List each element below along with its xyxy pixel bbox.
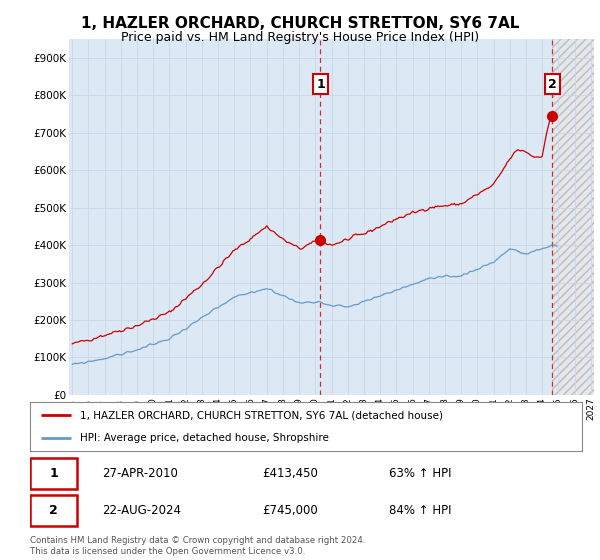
Text: 1, HAZLER ORCHARD, CHURCH STRETTON, SY6 7AL (detached house): 1, HAZLER ORCHARD, CHURCH STRETTON, SY6 … (80, 410, 443, 421)
Bar (553, 39, 594, 395)
Text: 27-APR-2010: 27-APR-2010 (102, 467, 178, 480)
Text: 84% ↑ HPI: 84% ↑ HPI (389, 503, 451, 517)
Text: 1: 1 (49, 467, 58, 480)
Text: 1, HAZLER ORCHARD, CHURCH STRETTON, SY6 7AL: 1, HAZLER ORCHARD, CHURCH STRETTON, SY6 … (81, 16, 519, 31)
Text: 2: 2 (49, 503, 58, 517)
Text: HPI: Average price, detached house, Shropshire: HPI: Average price, detached house, Shro… (80, 433, 329, 444)
Text: £413,450: £413,450 (262, 467, 318, 480)
Text: 2: 2 (548, 78, 557, 91)
Text: £745,000: £745,000 (262, 503, 317, 517)
Text: 63% ↑ HPI: 63% ↑ HPI (389, 467, 451, 480)
Bar (553, 39, 594, 395)
FancyBboxPatch shape (30, 458, 77, 489)
Text: Contains HM Land Registry data © Crown copyright and database right 2024.
This d: Contains HM Land Registry data © Crown c… (30, 536, 365, 556)
Text: 1: 1 (316, 78, 325, 91)
Text: Price paid vs. HM Land Registry's House Price Index (HPI): Price paid vs. HM Land Registry's House … (121, 31, 479, 44)
Text: 22-AUG-2024: 22-AUG-2024 (102, 503, 181, 517)
FancyBboxPatch shape (30, 494, 77, 526)
